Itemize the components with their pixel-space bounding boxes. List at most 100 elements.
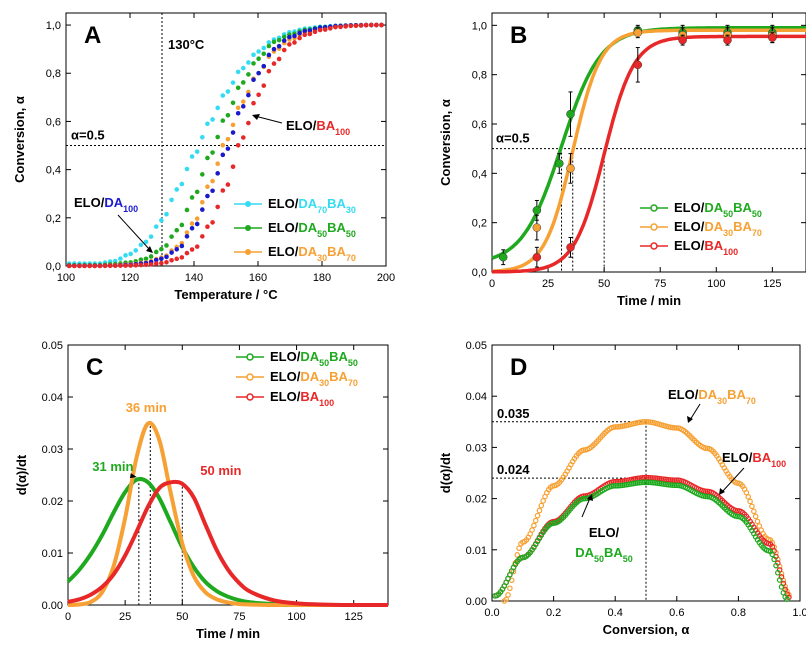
label-part: 70	[752, 228, 762, 238]
data-point	[261, 83, 267, 88]
data-point	[532, 252, 542, 262]
label-part: 30	[319, 378, 329, 388]
data-point	[97, 263, 103, 269]
data-point	[673, 477, 679, 483]
data-point	[673, 482, 679, 489]
legend-marker	[650, 223, 658, 231]
y-tick-label: 0.00	[466, 596, 487, 608]
series-label-ba100: ELO/BA100	[286, 118, 350, 137]
data-point	[184, 250, 190, 256]
y-tick-label: 0.01	[466, 545, 487, 557]
y-tick-label: 0.05	[466, 340, 487, 352]
ref-label: 0.035	[497, 406, 530, 421]
data-point	[671, 482, 678, 489]
legend-marker	[245, 249, 251, 255]
y-tick-label: 0,6	[46, 116, 61, 128]
label-part: DA	[298, 196, 317, 211]
data-point	[540, 498, 546, 504]
data-point	[379, 22, 384, 28]
data-point	[220, 142, 226, 148]
data-point	[555, 159, 564, 168]
label-part: 30	[317, 253, 327, 263]
label-part: ELO/	[270, 369, 301, 384]
label-part: BA	[733, 219, 752, 234]
label-part: BA	[752, 450, 771, 465]
label-part: ELO/	[268, 244, 299, 259]
series-0	[501, 419, 792, 604]
data-point	[307, 28, 313, 33]
label-part: DA	[300, 369, 319, 384]
data-point	[66, 263, 72, 269]
data-point	[128, 263, 133, 268]
data-point	[220, 118, 226, 123]
label-part: BA	[604, 545, 623, 560]
series-label-da50ba50-line1: ELO/	[589, 525, 620, 540]
data-point	[220, 93, 226, 98]
data-point	[184, 234, 190, 239]
label-part: 100	[123, 204, 138, 214]
x-axis-label: Time / min	[196, 626, 260, 641]
label-part: 100	[723, 247, 738, 257]
data-point	[640, 479, 646, 486]
data-point	[368, 22, 374, 28]
data-point	[534, 512, 541, 519]
data-point	[215, 204, 220, 210]
data-point	[123, 263, 128, 268]
label-part: DA	[704, 219, 723, 234]
ref-label: 0.024	[497, 462, 530, 477]
data-point	[153, 224, 159, 229]
data-point	[261, 63, 267, 69]
rate-curve	[67, 479, 389, 608]
arrow-head	[587, 494, 593, 501]
data-point	[128, 251, 133, 257]
y-tick-label: 0.03	[466, 442, 487, 454]
data-point	[776, 577, 783, 583]
series-4	[66, 22, 384, 269]
x-tick-label: 125	[763, 278, 781, 290]
arrow-head	[252, 114, 260, 120]
data-point	[505, 592, 511, 598]
label-part: DA	[575, 545, 594, 560]
legend-marker	[650, 242, 658, 250]
panel-D: 0.0 0.2 0.4 0.6 0.8 1.0 0.00 0.01 0.02 0.03 0.04 0.…	[438, 340, 806, 637]
data-point	[343, 24, 348, 29]
data-point	[240, 99, 246, 104]
legend-marker	[246, 373, 254, 381]
legend-entry: ELO/DA30BA70	[674, 219, 762, 238]
data-point	[780, 589, 787, 596]
label-part: 50	[319, 358, 329, 368]
label-part: ELO/	[674, 238, 705, 253]
plot-frame	[491, 344, 801, 602]
arrow-line	[721, 467, 745, 493]
data-point	[194, 221, 200, 227]
data-point	[307, 31, 313, 37]
data-point	[773, 562, 779, 569]
arrow-line	[254, 115, 283, 124]
label-part: BA	[329, 349, 348, 364]
x-tick-label: 100	[57, 272, 75, 284]
x-tick-label: 50	[176, 611, 188, 623]
legend-marker	[246, 353, 254, 361]
data-point	[200, 234, 205, 239]
data-point	[374, 22, 379, 28]
y-tick-label: 0.04	[42, 392, 63, 404]
data-point	[747, 498, 753, 505]
data-point	[112, 263, 118, 269]
series-label-da50ba50-line2: DA50BA50	[575, 545, 633, 564]
data-point	[771, 556, 777, 563]
data-point	[633, 60, 643, 70]
fit-curve	[491, 34, 806, 274]
label-part: ELO/	[674, 219, 705, 234]
data-point	[200, 207, 205, 212]
arrow-line	[689, 403, 701, 421]
data-point	[159, 260, 164, 266]
data-point	[225, 112, 231, 118]
data-point	[317, 27, 323, 33]
data-point	[123, 253, 128, 258]
data-point	[778, 584, 785, 590]
data-point	[507, 585, 513, 592]
label-part: ELO/	[268, 220, 299, 235]
data-point	[215, 171, 220, 176]
x-tick-label: 25	[542, 278, 554, 290]
label-part: BA	[327, 244, 346, 259]
